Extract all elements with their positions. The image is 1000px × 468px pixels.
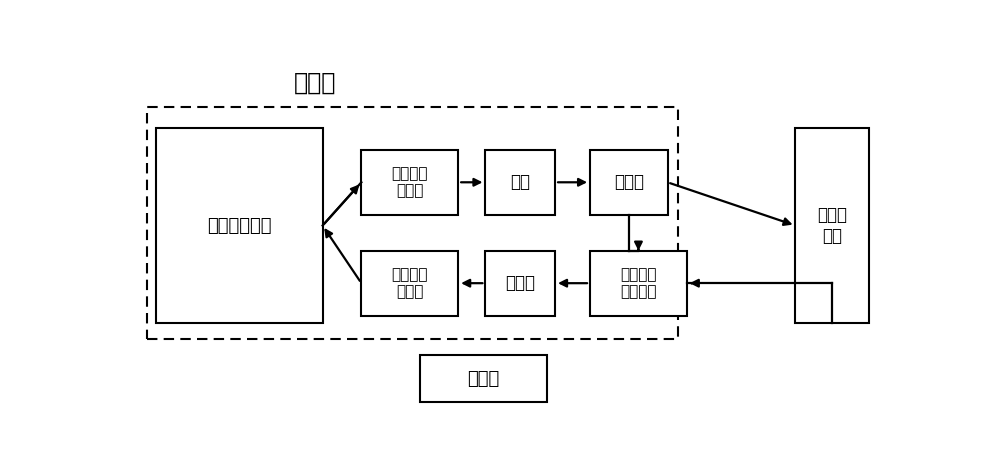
Text: 内循环: 内循环 xyxy=(294,71,336,95)
Text: 入堆温度
传感器: 入堆温度 传感器 xyxy=(392,267,428,300)
Text: 出堆温度
传感器: 出堆温度 传感器 xyxy=(392,166,428,198)
Bar xyxy=(590,150,668,215)
Bar xyxy=(147,107,678,339)
Text: 加热器: 加热器 xyxy=(505,274,535,292)
Text: 水泵: 水泵 xyxy=(510,173,530,191)
Bar xyxy=(590,251,687,315)
Bar xyxy=(420,355,547,402)
Text: 控制器: 控制器 xyxy=(467,370,500,388)
Bar xyxy=(156,128,323,323)
Bar xyxy=(485,150,555,215)
Text: 外循环温
度传感器: 外循环温 度传感器 xyxy=(620,267,657,300)
Text: 三通阀: 三通阀 xyxy=(614,173,644,191)
Bar xyxy=(485,251,555,315)
Bar xyxy=(795,128,869,323)
Text: 燃料电池电堆: 燃料电池电堆 xyxy=(207,217,272,234)
Bar xyxy=(361,251,458,315)
Bar xyxy=(361,150,458,215)
Text: 车载散
热器: 车载散 热器 xyxy=(817,206,847,245)
